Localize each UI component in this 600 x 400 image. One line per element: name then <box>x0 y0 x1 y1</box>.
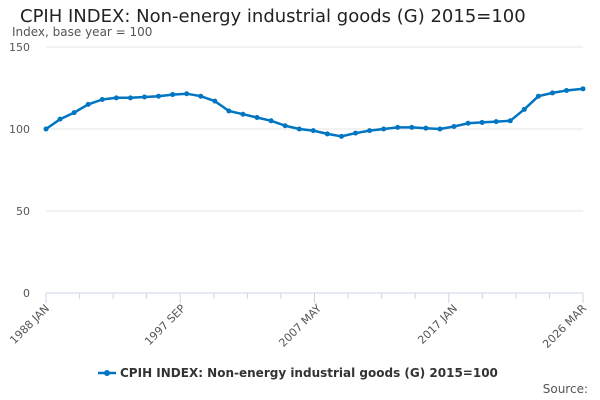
x-tick-label: 2007 MAY <box>276 302 324 350</box>
data-point <box>381 126 387 132</box>
data-point <box>493 119 499 125</box>
data-point <box>507 118 513 124</box>
data-point <box>549 90 555 96</box>
data-point <box>240 111 246 117</box>
y-axis-label: Index, base year = 100 <box>12 25 153 39</box>
y-tick-label: 0 <box>23 287 30 300</box>
legend-label: CPIH INDEX: Non-energy industrial goods … <box>120 366 498 380</box>
data-point <box>338 133 344 139</box>
data-point <box>437 126 443 132</box>
y-tick-label: 150 <box>9 41 30 54</box>
data-point <box>170 92 176 98</box>
data-point <box>451 124 457 130</box>
data-point <box>395 124 401 130</box>
x-tick-label: 2026 MAR <box>540 302 589 351</box>
legend-marker <box>104 370 110 376</box>
data-point <box>184 91 190 97</box>
data-point <box>367 128 373 134</box>
data-point <box>564 87 570 93</box>
chart-title: CPIH INDEX: Non-energy industrial goods … <box>20 6 526 27</box>
data-point <box>324 131 330 137</box>
data-point <box>310 128 316 134</box>
data-point <box>156 93 162 99</box>
data-point <box>212 98 218 104</box>
y-tick-label: 50 <box>16 205 30 218</box>
data-point <box>282 123 288 129</box>
data-point <box>99 96 105 102</box>
data-point <box>198 93 204 99</box>
data-point <box>57 116 63 122</box>
data-point <box>254 115 260 121</box>
data-point <box>465 120 471 126</box>
data-point <box>43 126 49 132</box>
data-point <box>85 101 91 107</box>
source-label: Source: <box>542 382 588 396</box>
data-point <box>113 95 119 101</box>
data-point <box>535 93 541 99</box>
data-point <box>71 110 77 116</box>
x-tick-label: 2017 JAN <box>415 302 460 347</box>
y-tick-label: 100 <box>9 123 30 136</box>
x-tick-label: 1997 SEP <box>142 302 188 348</box>
data-point <box>141 94 147 100</box>
data-point <box>127 95 133 101</box>
x-tick-label: 1988 JAN <box>7 302 52 347</box>
data-point <box>296 126 302 132</box>
data-point <box>423 125 429 131</box>
data-point <box>580 86 586 92</box>
data-point <box>226 108 232 114</box>
data-point <box>353 130 359 136</box>
data-point <box>409 124 415 130</box>
data-point <box>521 106 527 112</box>
data-point <box>479 119 485 125</box>
data-point <box>268 118 274 124</box>
